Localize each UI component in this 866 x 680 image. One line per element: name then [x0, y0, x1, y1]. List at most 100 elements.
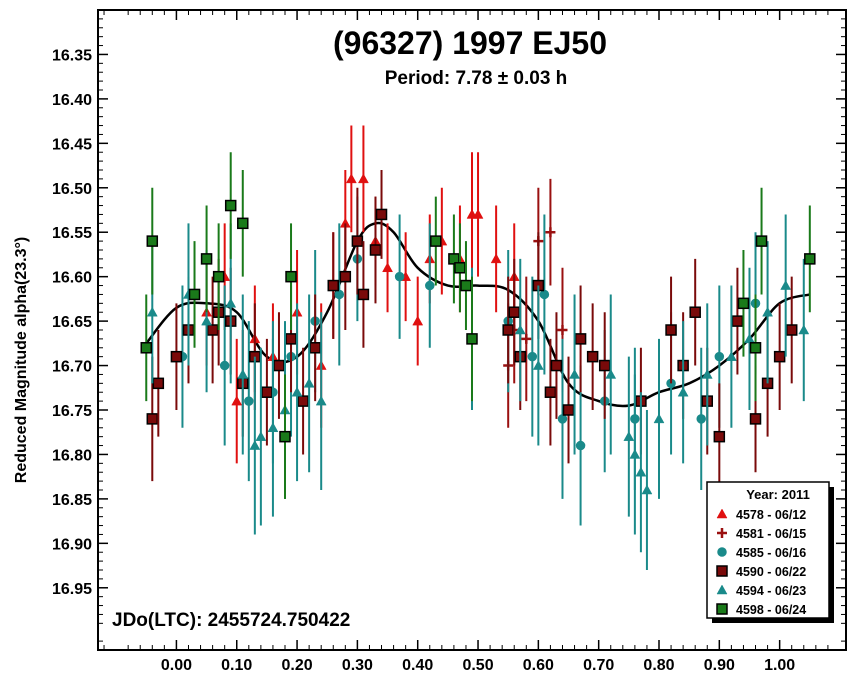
data-point — [315, 395, 327, 406]
data-point-box — [188, 288, 201, 301]
x-tick-label: 0.20 — [281, 657, 312, 674]
data-point — [357, 173, 369, 184]
data-point — [412, 315, 424, 326]
data-point-box — [713, 430, 726, 443]
data-point — [357, 288, 370, 301]
data-point — [327, 279, 340, 292]
data-point-box — [454, 262, 466, 274]
data-point — [545, 227, 556, 238]
data-point-box — [773, 350, 786, 363]
data-point — [532, 360, 544, 370]
data-point — [219, 360, 230, 371]
data-point — [527, 351, 538, 362]
x-tick-label: 0.30 — [342, 657, 373, 674]
data-point-box — [737, 297, 750, 310]
data-point — [285, 270, 297, 283]
legend-entry-label: 4578 - 06/12 — [736, 508, 806, 522]
data-point-box — [146, 413, 159, 425]
data-point-box — [369, 244, 382, 256]
data-point-box — [755, 235, 768, 247]
legend-entry-label: 4585 - 06/16 — [736, 546, 806, 560]
data-point-box — [152, 377, 165, 390]
legend-box — [706, 481, 830, 619]
data-point — [641, 484, 653, 495]
data-point-box — [562, 404, 575, 416]
y-tick-label: 16.95 — [52, 581, 92, 598]
data-point — [755, 235, 768, 247]
jd-annotation: JDo(LTC): 2455724.750422 — [112, 610, 350, 631]
data-point — [539, 289, 550, 300]
data-point — [279, 430, 291, 443]
x-tick-label: 0.90 — [704, 657, 735, 674]
data-point — [713, 430, 726, 443]
data-point — [466, 333, 478, 345]
data-point-box — [206, 324, 219, 336]
data-point — [146, 306, 158, 317]
data-point — [569, 368, 580, 379]
data-point — [575, 440, 586, 451]
data-point-box — [544, 386, 557, 398]
data-point — [737, 297, 750, 310]
x-tick-label: 0.00 — [161, 657, 192, 674]
data-point — [140, 342, 153, 354]
x-tick-label: 0.40 — [402, 657, 433, 674]
y-tick-label: 16.55 — [52, 225, 92, 242]
data-point — [557, 325, 568, 335]
data-point — [188, 288, 201, 301]
data-point — [490, 253, 502, 264]
data-point-box — [785, 324, 798, 336]
data-point — [375, 208, 388, 221]
data-point-box — [339, 270, 352, 283]
data-point — [780, 280, 792, 290]
y-tick-label: 16.90 — [52, 536, 92, 553]
x-tick-label: 0.50 — [462, 657, 493, 674]
data-point-box — [574, 333, 587, 345]
data-point — [297, 395, 309, 407]
data-point-box — [502, 324, 514, 336]
legend-entry-label: 4590 - 06/22 — [736, 565, 806, 579]
series-2 — [177, 196, 761, 526]
legend-marker — [717, 547, 727, 557]
data-point-box — [430, 235, 442, 247]
data-point-box — [508, 306, 520, 318]
y-axis-label: Reduced Magnitude alpha(23.3°) — [13, 237, 30, 483]
data-point — [430, 235, 442, 247]
data-point — [653, 413, 665, 424]
data-point — [731, 315, 744, 327]
data-point — [454, 262, 466, 274]
data-point — [200, 253, 213, 265]
data-point — [351, 235, 364, 247]
data-point — [502, 324, 514, 336]
data-point — [237, 368, 249, 379]
data-point — [369, 244, 382, 256]
data-point-box — [261, 386, 273, 398]
legend-marker — [716, 508, 728, 519]
data-point-box — [448, 253, 460, 265]
data-point — [152, 377, 165, 390]
data-point — [605, 368, 617, 379]
data-point-box — [749, 413, 762, 425]
data-point — [701, 368, 713, 379]
data-point-box — [285, 270, 297, 283]
x-tick-label: 0.10 — [221, 657, 252, 674]
data-point — [749, 413, 762, 425]
data-point-box — [273, 359, 285, 372]
data-point-box — [375, 208, 388, 221]
data-point — [586, 350, 599, 363]
x-tick-label: 1.00 — [764, 657, 795, 674]
data-point-box — [357, 288, 370, 301]
data-point-box — [689, 306, 701, 318]
legend-entries: 4578 - 06/12 4581 - 06/15 4585 - 06/16 4590… — [716, 508, 806, 617]
data-point — [212, 270, 225, 283]
data-point-box — [309, 342, 321, 354]
axes: 0.00 0.10 0.20 0.30 0.40 0.50 0.60 0.70 0.80 0.90… — [52, 10, 846, 674]
data-point — [448, 253, 460, 265]
data-point-box — [804, 253, 816, 265]
data-point-box — [598, 359, 611, 372]
y-tick-label: 16.60 — [52, 270, 92, 287]
y-tick-label: 16.40 — [52, 92, 92, 109]
legend-marker — [717, 528, 727, 538]
data-point — [244, 396, 254, 406]
data-point — [798, 324, 810, 335]
data-point-box — [586, 350, 599, 363]
